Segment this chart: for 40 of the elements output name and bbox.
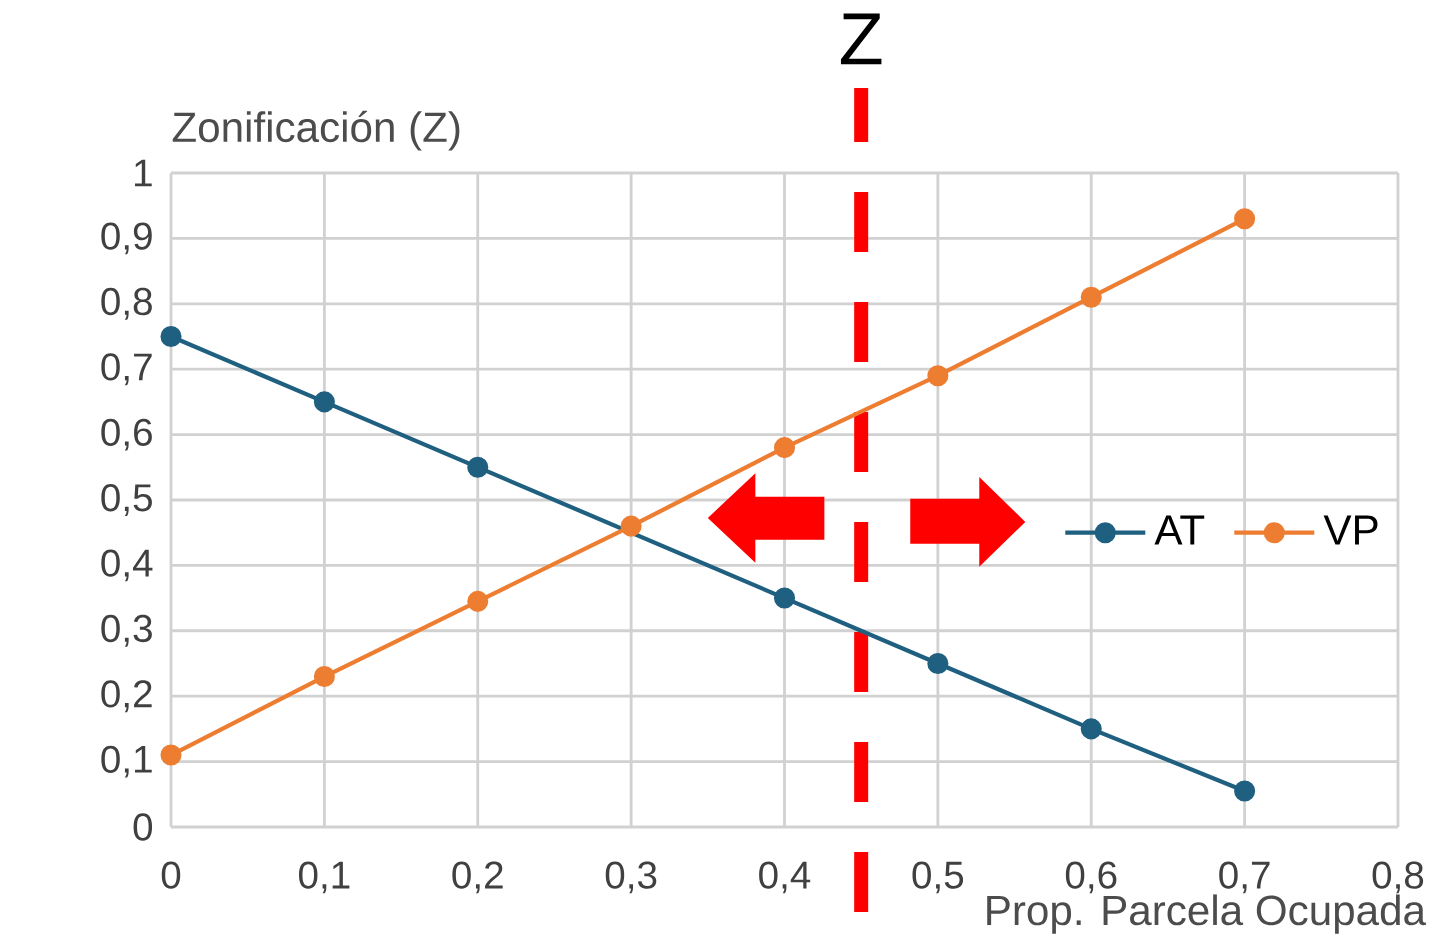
point: [160, 325, 182, 348]
x-tick-label: 0,5: [912, 861, 964, 894]
x-tick-label: 0: [161, 861, 181, 889]
point: [927, 652, 949, 675]
x-tick-label: 0,1: [299, 861, 350, 894]
point: [1234, 780, 1256, 802]
x-axis-title: Prop. Parcela Ocupada: [987, 894, 1426, 934]
legend-label: VP: [1323, 515, 1378, 545]
x-tick-label: 0,4: [759, 861, 811, 894]
point: [313, 391, 335, 413]
y-tick-label: 0,3: [101, 614, 152, 647]
point: [1080, 718, 1102, 740]
point: [773, 437, 796, 459]
y-tick-label: 0,1: [101, 745, 152, 778]
y-tick-label: 0,7: [101, 353, 152, 386]
y-tick-label: 0,5: [101, 484, 152, 516]
point: [467, 456, 489, 478]
point: [1234, 208, 1256, 230]
y-tick-label: 1: [135, 159, 152, 187]
ref-line-label: Z: [840, 13, 882, 65]
point: [160, 744, 182, 766]
point: [1080, 286, 1102, 308]
point: [620, 515, 642, 537]
point: [313, 666, 335, 688]
x-tick-label: 0,6: [1065, 861, 1117, 894]
point: [773, 587, 796, 609]
x-tick-label: 0,7: [1219, 861, 1270, 894]
y-tick-label: 0: [133, 813, 153, 841]
x-tick-label: 0,2: [452, 861, 503, 894]
y-tick-label: 0,9: [101, 222, 152, 255]
legend-label: AT: [1154, 515, 1205, 545]
y-axis-title: Zonificación (Z): [172, 110, 460, 151]
point: [467, 590, 489, 612]
y-tick-label: 0,2: [101, 680, 152, 713]
y-tick-label: 0,8: [101, 287, 152, 320]
y-tick-label: 0,6: [101, 418, 152, 451]
x-tick-label: 0,8: [1372, 861, 1424, 894]
y-tick-label: 0,4: [101, 549, 153, 582]
point: [927, 365, 949, 387]
x-tick-label: 0,3: [605, 861, 657, 894]
